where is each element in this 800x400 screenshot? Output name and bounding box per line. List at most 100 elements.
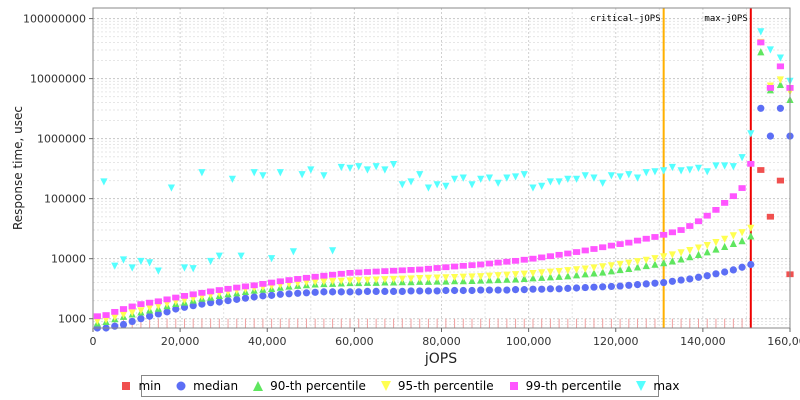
max-point (468, 181, 476, 189)
95-th-percentile-point (729, 232, 737, 240)
max-point (259, 172, 267, 180)
90-th-percentile-point (520, 274, 528, 282)
90-th-percentile-point (494, 275, 502, 284)
median-point (146, 312, 154, 320)
legend-item: 95-th percentile (380, 379, 494, 393)
marker-label: critical-jOPS (590, 14, 660, 24)
95-th-percentile-point (111, 313, 119, 322)
median-point (538, 285, 546, 293)
y-tick-label: 10000 (51, 253, 86, 266)
95-th-percentile-point (520, 270, 528, 278)
legend-label: max (653, 379, 680, 393)
marker-label: max-jOPS (704, 14, 747, 24)
median-point (163, 308, 171, 316)
99-th-percentile-point (738, 185, 746, 191)
99-th-percentile-point (766, 85, 774, 91)
99-th-percentile-point (93, 313, 101, 320)
legend-swatch-icon (253, 381, 264, 391)
95-th-percentile-point (607, 262, 615, 270)
95-th-percentile-point (738, 229, 746, 237)
max-point (694, 164, 703, 172)
median-point (215, 298, 223, 306)
median-point (747, 260, 755, 269)
median-point (268, 291, 276, 299)
x-axis-title: jOPS (424, 351, 457, 367)
median-point (337, 288, 345, 296)
95-th-percentile-point (102, 316, 110, 324)
90-th-percentile-point (712, 245, 720, 253)
max-point (668, 163, 676, 172)
median-point (416, 287, 424, 295)
median-point (363, 287, 372, 295)
max-point (757, 28, 765, 36)
99-th-percentile-point (311, 273, 319, 280)
90-th-percentile-point (538, 273, 546, 281)
max-point (546, 178, 555, 186)
max-point (703, 168, 711, 176)
99-th-percentile-point (302, 274, 311, 281)
95-th-percentile-point (668, 251, 676, 259)
median-point (276, 290, 284, 298)
99-th-percentile-point (198, 289, 206, 296)
max-point (590, 174, 598, 182)
95-th-percentile-point (459, 273, 467, 281)
99-th-percentile-point (642, 235, 650, 242)
90-th-percentile-point (616, 265, 624, 274)
max-point (154, 267, 162, 275)
95-th-percentile-point (511, 271, 520, 279)
90-th-percentile-point (651, 260, 659, 268)
legend-label: 99-th percentile (525, 379, 622, 393)
max-point (398, 181, 406, 189)
90-th-percentile-point (738, 237, 746, 245)
99-th-percentile-point (111, 308, 119, 315)
x-axis-ticks: 0 20,000 40,000 60,000 80,000 100,000 120,000 1… (90, 328, 800, 348)
99-th-percentile-point (590, 246, 598, 252)
90-th-percentile-point (546, 273, 555, 281)
99-th-percentile-point (757, 39, 765, 46)
95-th-percentile-point (355, 277, 363, 285)
99-th-percentile-point (241, 283, 250, 290)
median-point (729, 266, 737, 274)
99-th-percentile-point (320, 272, 328, 279)
median-point (119, 320, 128, 329)
legend-swatch-icon (509, 382, 518, 390)
95-th-percentile-point (407, 275, 415, 283)
max-point (228, 175, 236, 183)
median-point (128, 317, 136, 326)
95-th-percentile-point (468, 273, 476, 281)
x-tick-label: 60,000 (335, 335, 374, 348)
legend-swatch-icon (122, 382, 131, 390)
99-th-percentile-point (747, 160, 755, 167)
median-point (433, 287, 441, 295)
median-point (424, 287, 433, 295)
99-th-percentile-point (677, 227, 685, 233)
median-point (677, 276, 685, 284)
max-point (511, 173, 520, 181)
median-point (712, 270, 720, 278)
median-point (686, 275, 694, 283)
max-point (651, 168, 659, 176)
median-point (233, 295, 241, 303)
99-th-percentile-point (346, 269, 354, 276)
95-th-percentile-point (381, 276, 389, 284)
90-th-percentile-point (503, 275, 511, 283)
99-th-percentile-point (180, 292, 189, 299)
median-point (555, 285, 563, 293)
min-point (776, 177, 785, 184)
min-point (757, 167, 765, 173)
95-th-percentile-point (320, 278, 328, 286)
legend-label: 90-th percentile (270, 379, 366, 393)
median-point (468, 286, 476, 295)
95-th-percentile-point (747, 224, 755, 232)
median-point (642, 280, 650, 288)
median-point (381, 287, 389, 295)
99-th-percentile-point (599, 244, 607, 251)
95-th-percentile-point (529, 269, 537, 278)
99-th-percentile-point (668, 229, 676, 236)
median-point (625, 281, 633, 289)
95-th-percentile-point (416, 275, 424, 283)
99-th-percentile-point (381, 268, 389, 275)
legend-swatch-icon (636, 381, 647, 391)
x-tick-label: 80,000 (422, 335, 461, 348)
90-th-percentile-point (660, 259, 668, 267)
